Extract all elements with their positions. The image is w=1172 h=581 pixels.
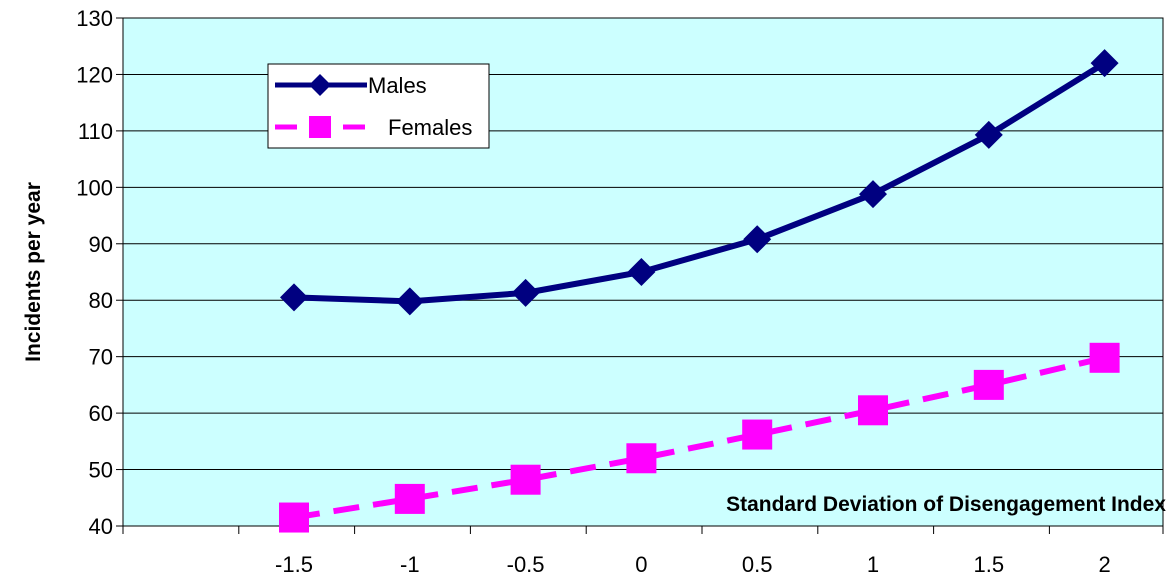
y-axis: 40 50 60 70 80 90 100 110 120 130 (76, 6, 124, 539)
y-axis-title: Incidents per year (22, 182, 45, 362)
data-point-males (743, 225, 772, 254)
legend-label-males: Males (368, 73, 427, 98)
x-tick-label: 1.5 (974, 552, 1005, 577)
data-point-males (1090, 49, 1119, 78)
data-point-males (395, 287, 424, 316)
y-tick-label: 90 (89, 232, 113, 257)
y-tick-label: 40 (89, 514, 113, 539)
x-tick-label: 0 (635, 552, 647, 577)
legend-box (267, 63, 490, 149)
series-line-females (293, 354, 1106, 521)
x-axis-title: Standard Deviation of Disengagement Inde… (726, 493, 1166, 516)
y-tick-label: 50 (89, 458, 113, 483)
legend-marker-females (309, 116, 331, 138)
legend-label-females: Females (388, 115, 472, 140)
data-point-females (626, 443, 657, 474)
data-point-males (974, 120, 1003, 149)
data-point-males (859, 180, 887, 209)
data-point-females (510, 464, 541, 495)
y-tick-label: 130 (76, 6, 113, 31)
y-tick-label: 120 (76, 62, 113, 87)
legend: Males Females (267, 63, 490, 149)
y-tick-label: 110 (78, 119, 113, 144)
y-tick-label: 100 (76, 175, 113, 200)
data-point-females (973, 369, 1004, 400)
x-tick-label: 2 (1098, 552, 1110, 577)
x-tick-label: 0.5 (742, 552, 773, 577)
x-tick-label: -1 (400, 552, 420, 577)
data-point-males (627, 258, 656, 286)
x-tick-label: -1.5 (275, 552, 313, 577)
legend-marker-males (309, 74, 331, 96)
x-tick-label: -0.5 (507, 552, 545, 577)
data-point-females (742, 419, 773, 450)
data-point-males (511, 278, 540, 307)
data-point-females (858, 395, 888, 426)
series-layer (279, 49, 1120, 533)
data-point-males (280, 283, 308, 312)
y-tick-label: 70 (89, 345, 113, 370)
data-point-females (279, 502, 309, 533)
data-point-females (394, 483, 425, 514)
x-tick-label: 1 (867, 552, 879, 577)
series-line-males (293, 60, 1107, 305)
y-tick-label: 80 (89, 288, 113, 313)
y-tick-label: 60 (89, 401, 113, 426)
x-axis: -1.5 -1 -0.5 0 0.5 1 1.5 2 (122, 525, 1164, 577)
data-point-females (1089, 342, 1120, 373)
